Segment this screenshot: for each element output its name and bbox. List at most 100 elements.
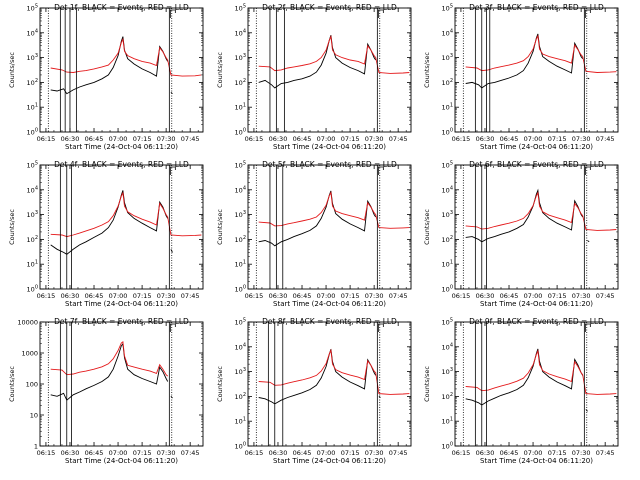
x-tick-label: 06:15: [452, 449, 471, 457]
y-tick-label: 103: [235, 53, 246, 62]
x-tick-label: 06:15: [245, 135, 264, 143]
x-tick-label: 07:30: [365, 135, 384, 143]
x-tick-label: 07:00: [317, 292, 336, 300]
x-tick-label: 07:45: [596, 292, 615, 300]
lld-series-line: [50, 340, 168, 377]
x-tick-label: 07:45: [389, 449, 408, 457]
y-tick-label: 102: [235, 392, 246, 401]
y-tick-label: 104: [27, 28, 38, 37]
x-tick-label: 06:45: [85, 292, 104, 300]
panel-title: Det 7f, BLACK = Events, RED = LLD: [54, 317, 189, 326]
y-tick-label: 104: [235, 342, 246, 351]
x-tick-label: 06:30: [61, 292, 80, 300]
y-axis-label: Counts/sec: [216, 366, 224, 402]
y-tick-label: 100: [442, 285, 453, 294]
x-axis-label: Start Time (24-Oct-04 06:11:20): [65, 300, 178, 308]
y-tick-label: 102: [235, 78, 246, 87]
y-tick-label: 103: [442, 53, 453, 62]
events-series-line: [258, 349, 377, 405]
lld-series-line: [465, 191, 617, 231]
x-tick-label: 06:15: [452, 292, 471, 300]
plot-frame: [247, 321, 412, 447]
x-axis-label: Start Time (24-Oct-04 06:11:20): [273, 143, 386, 151]
lld-series-line: [465, 34, 617, 73]
y-tick-label: 104: [442, 342, 453, 351]
lld-flag-marker: [584, 323, 591, 332]
y-tick-label: 105: [27, 4, 38, 13]
lld-flag-marker: [584, 166, 591, 175]
x-tick-label: 06:30: [476, 135, 495, 143]
x-tick-label: 07:30: [572, 135, 591, 143]
panel-title: Det 4f, BLACK = Events, RED = LLD: [54, 160, 189, 169]
x-tick-label: 07:30: [572, 292, 591, 300]
y-axis-label: Counts/sec: [8, 209, 16, 245]
x-axis-label: Start Time (24-Oct-04 06:11:20): [65, 457, 178, 465]
y-tick-label: 103: [442, 210, 453, 219]
y-tick-label: 100: [235, 285, 246, 294]
x-tick-label: 06:45: [500, 135, 519, 143]
x-tick-label: 07:45: [596, 449, 615, 457]
y-axis-label: Counts/sec: [8, 366, 16, 402]
panel-det-5f: 06:15 06:30 06:45 07:00 07:15 07:30 07:45 100 10…: [216, 160, 412, 308]
y-tick-label: 105: [442, 161, 453, 170]
x-tick-label: 07:15: [548, 292, 567, 300]
x-tick-label: 06:45: [293, 292, 312, 300]
y-tick-label: 101: [235, 417, 246, 426]
x-tick-label: 06:45: [85, 449, 104, 457]
y-tick-label: 104: [235, 28, 246, 37]
x-tick-label: 07:00: [109, 292, 128, 300]
plot-frame: [39, 7, 204, 133]
y-axis-label: Counts/sec: [8, 52, 16, 88]
y-axis-label: Counts/sec: [216, 52, 224, 88]
x-tick-label: 06:15: [245, 292, 264, 300]
panel-title: Det 3f, BLACK = Events, RED = LLD: [469, 3, 604, 12]
panel-title: Det 8f, BLACK = Events, RED = LLD: [262, 317, 397, 326]
x-tick-label: 07:45: [389, 292, 408, 300]
y-tick-label: 105: [27, 161, 38, 170]
panel-det-4f: 06:15 06:30 06:45 07:00 07:15 07:30 07:45 100 10…: [8, 160, 204, 308]
y-tick-label: 104: [27, 185, 38, 194]
y-axis-label: Counts/sec: [423, 52, 431, 88]
x-tick-label: 06:15: [37, 292, 56, 300]
y-tick-label: 102: [27, 78, 38, 87]
events-series-line: [258, 35, 377, 89]
x-tick-label: 06:45: [500, 449, 519, 457]
y-tick-label: 1: [34, 443, 38, 451]
x-tick-label: 06:15: [37, 135, 56, 143]
panel-det-1f: 06:15 06:30 06:45 07:00 07:15 07:30 07:45 100 10…: [8, 3, 204, 151]
x-tick-label: 07:00: [524, 292, 543, 300]
x-tick-label: 06:30: [61, 135, 80, 143]
lld-flag-marker: [377, 9, 384, 18]
y-tick-label: 100: [442, 442, 453, 451]
x-tick-label: 07:15: [133, 449, 152, 457]
y-tick-label: 104: [442, 185, 453, 194]
y-tick-label: 105: [442, 4, 453, 13]
events-series-line: [465, 188, 584, 243]
x-tick-label: 07:15: [548, 135, 567, 143]
x-tick-label: 07:30: [157, 449, 176, 457]
lld-series-line: [465, 349, 617, 395]
lld-series-line: [258, 190, 410, 229]
events-series-line: [50, 36, 169, 95]
panel-title: Det 9f, BLACK = Events, RED = LLD: [469, 317, 604, 326]
y-tick-label: 102: [27, 235, 38, 244]
x-tick-label: 07:15: [133, 292, 152, 300]
x-tick-label: 06:15: [452, 135, 471, 143]
y-tick-label: 104: [442, 28, 453, 37]
y-tick-label: 101: [235, 260, 246, 269]
y-tick-label: 103: [442, 367, 453, 376]
y-tick-label: 104: [235, 185, 246, 194]
panel-det-3f: 06:15 06:30 06:45 07:00 07:15 07:30 07:45 100 10…: [423, 3, 619, 151]
x-tick-label: 06:15: [245, 449, 264, 457]
x-axis-label: Start Time (24-Oct-04 06:11:20): [480, 457, 593, 465]
x-tick-label: 07:30: [572, 449, 591, 457]
lld-flag-marker: [169, 166, 176, 175]
y-tick-label: 102: [442, 392, 453, 401]
x-tick-label: 06:45: [293, 135, 312, 143]
plot-frame: [39, 164, 204, 290]
x-tick-label: 07:30: [157, 135, 176, 143]
x-tick-label: 07:00: [317, 135, 336, 143]
x-tick-label: 07:30: [365, 292, 384, 300]
y-tick-label: 100: [235, 442, 246, 451]
